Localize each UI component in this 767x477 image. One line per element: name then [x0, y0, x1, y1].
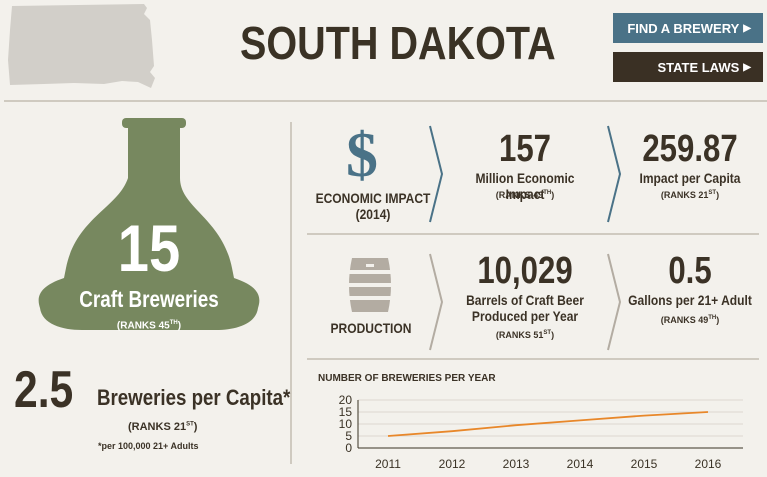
- series-line: [387, 411, 709, 437]
- per-capita-value: 2.5: [14, 361, 74, 419]
- row-divider: [307, 233, 759, 235]
- x-tick-label: 2012: [439, 457, 466, 471]
- brewery-count: 15: [117, 211, 181, 285]
- barrels-label: Barrels of Craft Beer Produced per Year: [466, 292, 584, 324]
- chevron-right-icon: [429, 125, 444, 223]
- find-brewery-button[interactable]: FIND A BREWERY ▶: [613, 13, 763, 43]
- x-tick-label: 2016: [695, 457, 722, 471]
- x-tick-label: 2014: [567, 457, 594, 471]
- capita-value: 259.87: [642, 128, 738, 170]
- x-tick-label: 2015: [631, 457, 658, 471]
- y-tick-label: 0: [345, 441, 352, 455]
- column-divider: [290, 122, 292, 464]
- page-title: SOUTH DAKOTA: [240, 17, 556, 69]
- per-capita-rank: (RANKS 21ST): [128, 421, 198, 433]
- chevron-right-icon: [607, 125, 622, 223]
- brewery-rank: (RANKS 45TH): [116, 320, 182, 332]
- barrel-icon: [347, 258, 393, 312]
- bottle-icon: [38, 118, 260, 330]
- brewery-label: Craft Breweries: [79, 286, 219, 312]
- arrow-right-icon: ▶: [743, 61, 751, 73]
- per-capita-note: *per 100,000 21+ Adults: [98, 441, 199, 451]
- row-divider: [307, 358, 759, 360]
- gallons-value: 0.5: [668, 250, 712, 292]
- per-capita-label: Breweries per Capita*: [97, 385, 291, 410]
- x-tick-label: 2013: [503, 457, 530, 471]
- impact-value: 157: [499, 128, 551, 170]
- capita-rank: (RANKS 21ST): [660, 190, 720, 200]
- capita-label: Impact per Capita: [639, 170, 741, 186]
- arrow-right-icon: ▶: [743, 22, 751, 34]
- barrels-value: 10,029: [477, 250, 573, 292]
- y-tick-label: 20: [339, 394, 353, 407]
- y-tick-label: 15: [339, 405, 353, 419]
- production-heading: PRODUCTION: [330, 320, 412, 336]
- x-tick-label: 2011: [375, 457, 401, 471]
- state-laws-button[interactable]: STATE LAWS ▶: [613, 52, 763, 82]
- barrels-rank: (RANKS 51ST): [495, 330, 555, 340]
- economic-heading: ECONOMIC IMPACT (2014): [315, 190, 431, 222]
- state-laws-label: STATE LAWS: [657, 59, 740, 75]
- state-outline-icon: [8, 4, 155, 88]
- impact-label: Million Economic Impact: [475, 170, 575, 202]
- y-tick-label: 10: [339, 417, 353, 431]
- header-divider: [4, 100, 767, 102]
- chevron-right-icon: [607, 253, 622, 351]
- gallons-rank: (RANKS 49TH): [660, 315, 720, 325]
- find-brewery-label: FIND A BREWERY: [627, 20, 740, 36]
- y-tick-label: 5: [345, 429, 352, 443]
- impact-rank: (RANKS 49TH): [495, 190, 555, 200]
- chart-title: NUMBER OF BREWERIES PER YEAR: [318, 373, 496, 384]
- dollar-icon: $: [346, 119, 378, 190]
- gallons-label: Gallons per 21+ Adult: [628, 292, 752, 308]
- chevron-right-icon: [429, 253, 444, 351]
